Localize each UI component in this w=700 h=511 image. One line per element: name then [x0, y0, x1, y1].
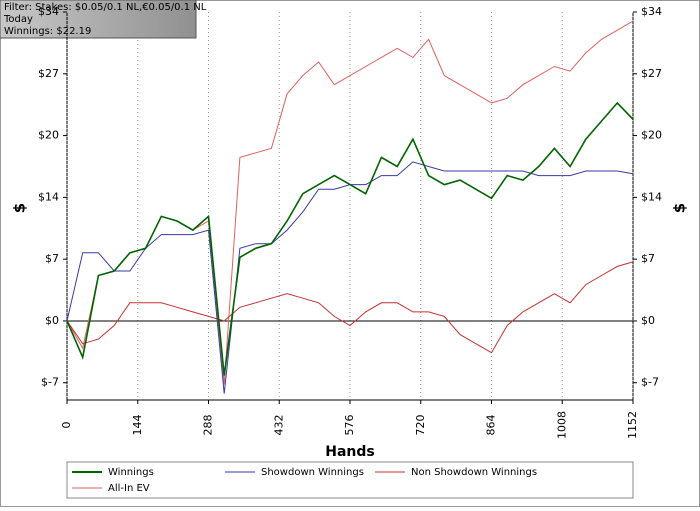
y2-tick-label: $34	[641, 5, 662, 18]
filter-text: Filter: Stakes: $0.05/0.1 NL,€0.05/0.1 N…	[4, 2, 207, 13]
y-tick-label: $-7	[41, 376, 59, 389]
y2-tick-label: $7	[641, 252, 655, 265]
filter-box	[0, 0, 197, 39]
y2-tick-label: $27	[641, 67, 662, 80]
y2-tick-label: $0	[641, 314, 655, 327]
x-tick-label: 432	[272, 415, 285, 436]
legend-label: Non Showdown Winnings	[411, 467, 537, 478]
y-axis-label: $	[11, 203, 29, 213]
x-tick-label: 288	[202, 415, 215, 436]
filter-text: Today	[3, 14, 33, 25]
series-line	[66, 261, 634, 354]
x-tick-label: 864	[485, 415, 498, 436]
y2-tick-label: $20	[641, 129, 662, 142]
y2-tick-label: $-7	[641, 376, 659, 389]
x-tick-label: 576	[343, 415, 356, 436]
x-axis-label: Hands	[325, 444, 375, 460]
x-tick-label: 720	[414, 415, 427, 436]
y-tick-label: $14	[38, 190, 59, 203]
y-tick-label: $27	[38, 67, 59, 80]
x-tick-label: 144	[131, 415, 144, 436]
y-tick-label: $0	[45, 314, 59, 327]
filter-text: Winnings: $22.19	[4, 26, 91, 37]
y2-axis-label: $	[671, 203, 689, 213]
legend-label: All-In EV	[108, 483, 150, 494]
x-tick-label: 1008	[555, 411, 568, 439]
y2-tick-label: $14	[641, 190, 662, 203]
legend-box	[66, 461, 634, 499]
legend-label: Showdown Winnings	[261, 467, 364, 478]
y-tick-label: $20	[38, 129, 59, 142]
x-tick-label: 1152	[626, 411, 639, 439]
y-tick-label: $7	[45, 252, 59, 265]
x-tick-label: 0	[60, 422, 73, 429]
legend-label: Winnings	[108, 467, 154, 478]
y-tick-label: $34	[38, 5, 59, 18]
series-line	[66, 101, 634, 376]
